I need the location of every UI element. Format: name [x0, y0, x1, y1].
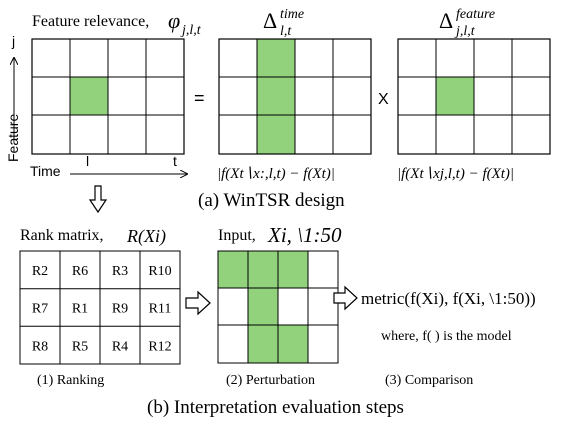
delta-feature-symbol: Δ [439, 8, 453, 33]
rank-cell-2-3: R12 [148, 339, 171, 354]
step-ranking: (1) Ranking [37, 373, 104, 388]
rank-cell-1-3: R11 [149, 302, 172, 317]
delta-time-column-highlight [257, 39, 295, 154]
rank-cell-1-0: R7 [32, 302, 48, 317]
delta-time-subscript: l,t [280, 24, 292, 39]
step-comparison: (3) Comparison [385, 373, 473, 388]
axis-l-label: l [86, 153, 89, 169]
phi-subscript: j,l,t [180, 23, 202, 38]
right-arrow-icon [185, 290, 211, 316]
delta-time-superscript: time [280, 7, 304, 22]
caption-a: (a) WinTSR design [198, 190, 345, 211]
rank-cell-1-1: R1 [72, 302, 88, 317]
delta-time-symbol: Δ [263, 8, 277, 33]
times-sign: X [378, 91, 389, 108]
rank-grid: R2 R6 R3 R10 R7 R1 R9 R11 R8 R5 R4 R12 [19, 250, 181, 365]
delta-feature-cell-highlight [436, 77, 474, 115]
axis-time-label: Time [30, 163, 61, 179]
rank-cell-0-1: R6 [72, 264, 88, 279]
rank-cell-2-2: R4 [112, 339, 128, 354]
axis-t-label: t [173, 153, 177, 169]
feature-axis: j Feature [5, 33, 21, 162]
relevance-cell-highlight [70, 77, 108, 115]
rank-cell-0-2: R3 [112, 264, 128, 279]
model-note: where, f( ) is the model [381, 329, 512, 344]
formula-feature: |f(Xt∖xj,l,t) − f(Xt)| [397, 166, 514, 182]
rank-cell-1-2: R9 [112, 302, 128, 317]
formula-time: |f(Xt∖x:,l,t) − f(Xt)| [217, 166, 335, 182]
relevance-label: Feature relevance, [32, 13, 149, 30]
equals-sign: = [194, 88, 205, 108]
phi-symbol: φ [168, 8, 180, 33]
axis-j-label: j [11, 33, 15, 49]
delta-feature-grid [397, 38, 551, 155]
step-perturbation: (2) Perturbation [226, 373, 315, 388]
delta-feature-superscript: feature [456, 7, 495, 22]
right-arrow-icon-2 [333, 285, 358, 311]
delta-time-grid [218, 38, 372, 155]
metric-expression: metric(f(Xi), f(Xi, \1:50)) [361, 289, 536, 308]
delta-feature-subscript: j,l,t [454, 24, 476, 39]
rank-cell-2-1: R5 [72, 339, 88, 354]
rank-cell-0-3: R10 [148, 264, 171, 279]
rank-function: R(Xi) [126, 226, 166, 247]
relevance-grid [31, 38, 185, 155]
rank-cell-2-0: R8 [32, 339, 48, 354]
input-symbol: Xi, \1:50 [267, 223, 342, 247]
down-arrow-icon [88, 185, 108, 214]
rank-cell-0-0: R2 [32, 264, 48, 279]
input-label: Input, [218, 227, 256, 244]
caption-b: (b) Interpretation evaluation steps [147, 397, 404, 418]
rank-label: Rank matrix, [20, 227, 104, 244]
time-axis: Time l t [30, 153, 187, 179]
perturbation-grid [217, 250, 339, 364]
axis-feature-label: Feature [5, 114, 21, 162]
